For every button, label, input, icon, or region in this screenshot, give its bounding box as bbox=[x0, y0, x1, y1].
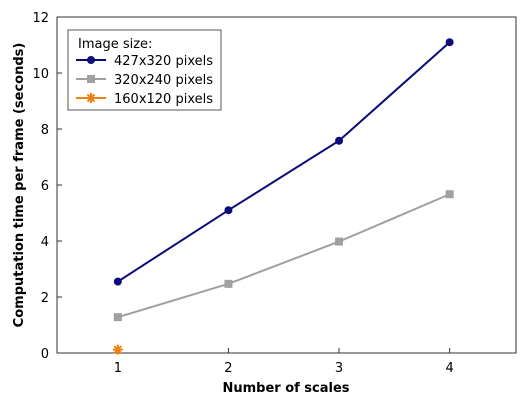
legend-label: 160x120 pixels bbox=[114, 92, 213, 107]
legend: Image size: 427x320 pixels 320x240 pixels… bbox=[67, 29, 222, 111]
data-point bbox=[113, 313, 122, 322]
series-layer bbox=[112, 38, 454, 355]
data-point bbox=[224, 279, 233, 288]
x-tick-label: 4 bbox=[445, 361, 453, 376]
y-tick-label: 4 bbox=[41, 235, 49, 250]
y-tick-label: 8 bbox=[41, 123, 49, 138]
y-tick-label: 12 bbox=[32, 11, 49, 26]
data-point bbox=[335, 136, 344, 145]
series-line bbox=[117, 41, 451, 283]
x-tick-label: 1 bbox=[114, 361, 122, 376]
legend-label: 427x320 pixels bbox=[114, 54, 213, 69]
legend-label: 320x240 pixels bbox=[114, 73, 213, 88]
data-point bbox=[224, 206, 233, 215]
x-tick-label: 3 bbox=[335, 361, 343, 376]
data-point bbox=[445, 38, 454, 47]
y-axis-title: Computation time per frame (seconds) bbox=[12, 43, 27, 328]
x-axis-title: Number of scales bbox=[222, 381, 349, 396]
series-3 bbox=[112, 344, 123, 355]
legend-swatch-marker bbox=[87, 56, 95, 64]
legend-title: Image size: bbox=[78, 37, 152, 52]
y-tick-label: 2 bbox=[41, 291, 49, 306]
y-tick-label: 10 bbox=[32, 67, 49, 82]
data-point bbox=[445, 190, 454, 199]
star-marker-core bbox=[115, 347, 121, 353]
data-point bbox=[335, 237, 344, 246]
data-point bbox=[113, 277, 122, 286]
series-2 bbox=[113, 190, 454, 322]
data-point bbox=[112, 344, 123, 355]
legend-swatch-marker bbox=[87, 75, 95, 83]
legend-swatch-marker bbox=[86, 93, 96, 103]
series-line bbox=[117, 193, 451, 319]
legend-items: 427x320 pixels 320x240 pixels 160x120 pixe… bbox=[76, 54, 213, 107]
y-tick-label: 6 bbox=[41, 179, 49, 194]
y-tick-label: 0 bbox=[41, 347, 49, 362]
series-1 bbox=[113, 38, 454, 286]
x-tick-label: 2 bbox=[224, 361, 232, 376]
star-marker-core bbox=[88, 95, 94, 101]
